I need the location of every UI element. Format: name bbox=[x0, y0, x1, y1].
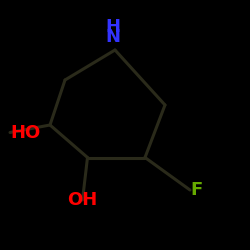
Text: F: F bbox=[190, 181, 202, 199]
Text: OH: OH bbox=[68, 191, 98, 209]
Text: HO: HO bbox=[10, 124, 40, 142]
Text: H: H bbox=[105, 18, 120, 36]
Text: N: N bbox=[105, 28, 120, 46]
